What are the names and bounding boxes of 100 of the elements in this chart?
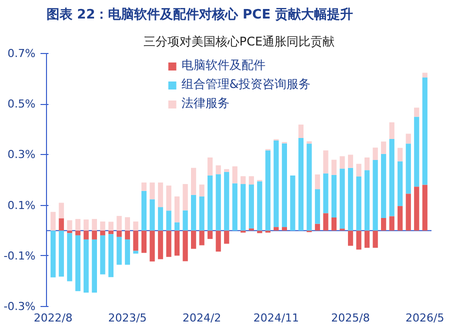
bar — [50, 212, 56, 231]
bar — [331, 174, 337, 218]
bar — [290, 175, 296, 231]
bar — [298, 124, 304, 138]
bar — [58, 230, 64, 277]
bar — [398, 206, 403, 231]
bar — [141, 230, 147, 253]
bar — [414, 186, 420, 231]
bar — [323, 173, 328, 214]
bar — [158, 230, 164, 260]
bar — [356, 230, 362, 250]
bar — [314, 189, 320, 224]
bar — [75, 230, 80, 236]
bar — [84, 230, 89, 240]
bar — [166, 230, 172, 257]
bar — [50, 230, 56, 278]
chart-title: 图表 22：电脑软件及配件对核心 PCE 贡献大幅提升 — [46, 6, 354, 22]
bar — [331, 160, 337, 175]
bar — [100, 230, 106, 236]
bar — [372, 148, 378, 160]
bar — [381, 218, 386, 231]
bar — [389, 216, 394, 231]
bar — [150, 199, 155, 231]
bar — [240, 176, 246, 184]
bar — [166, 186, 172, 211]
bar — [133, 221, 138, 231]
bar — [208, 175, 213, 231]
y-tick-label: 0.1% — [8, 198, 36, 212]
bar — [348, 168, 354, 231]
bar — [414, 116, 420, 187]
bar — [84, 239, 89, 293]
bar — [108, 230, 114, 234]
bar — [124, 217, 130, 231]
bar — [158, 207, 164, 231]
legend-label: 电脑软件及配件 — [181, 57, 266, 74]
bar — [67, 220, 72, 231]
bar — [364, 157, 370, 170]
bar — [265, 150, 270, 231]
bar — [133, 230, 138, 251]
bar — [348, 154, 354, 168]
y-tick-label: 0.5% — [8, 98, 36, 111]
bar — [141, 190, 147, 231]
bar — [248, 176, 254, 185]
bar — [191, 168, 196, 195]
bar — [364, 170, 370, 231]
bar — [92, 218, 97, 231]
bar — [84, 219, 89, 231]
bar — [141, 182, 147, 191]
bar — [158, 182, 164, 208]
bar — [398, 161, 403, 206]
bar — [92, 230, 97, 240]
bar — [381, 154, 386, 218]
bar — [282, 227, 287, 231]
bar — [240, 184, 246, 231]
y-tick-label: -0.1% — [4, 249, 36, 262]
bar — [191, 230, 196, 249]
bar — [75, 235, 80, 292]
bar — [406, 134, 411, 144]
bar — [323, 150, 328, 174]
bar — [174, 222, 180, 231]
bar — [274, 140, 279, 228]
bar — [67, 230, 72, 234]
bar — [124, 239, 130, 265]
bar — [356, 164, 362, 176]
bar — [216, 165, 221, 174]
bar — [323, 213, 328, 231]
bar — [116, 216, 122, 231]
bar — [398, 148, 403, 162]
x-tick-label: 2022/8 — [34, 312, 72, 324]
bar — [232, 183, 238, 231]
bar — [58, 218, 64, 231]
bar — [422, 72, 428, 78]
bar — [306, 141, 312, 144]
bar — [108, 222, 114, 231]
y-tick-label: -0.3% — [4, 300, 36, 313]
x-tick-label: 2026/5 — [406, 312, 444, 324]
bar — [92, 239, 97, 293]
bar — [208, 230, 213, 239]
bar — [414, 108, 420, 117]
bar — [208, 157, 213, 176]
bar — [182, 210, 188, 231]
bar — [257, 230, 262, 234]
bar — [348, 230, 354, 246]
bar — [67, 233, 72, 282]
bar — [257, 181, 262, 231]
bar — [199, 230, 204, 246]
bar — [216, 174, 221, 231]
bar — [372, 230, 378, 248]
bar — [340, 168, 345, 229]
y-tick-label: 0.3% — [8, 148, 36, 162]
bar — [224, 172, 230, 231]
bar — [406, 194, 411, 231]
bar — [133, 250, 138, 254]
chart-subtitle: 三分项对美国核心PCE通胀同比贡献 — [143, 34, 335, 48]
bar — [364, 230, 370, 248]
legend-label: 法律服务 — [181, 95, 230, 112]
bar — [331, 217, 337, 231]
bar — [298, 138, 304, 231]
bar — [314, 224, 320, 231]
bar — [274, 227, 279, 231]
